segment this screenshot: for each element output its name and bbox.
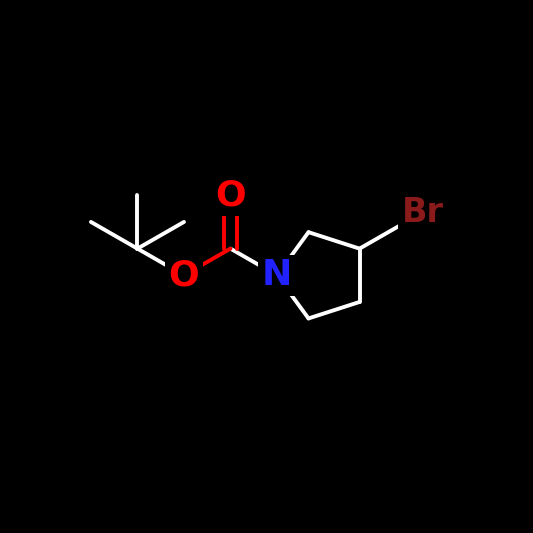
Text: Br: Br — [401, 196, 443, 229]
Text: O: O — [168, 259, 199, 292]
Text: N: N — [262, 259, 292, 292]
Text: O: O — [215, 178, 246, 212]
